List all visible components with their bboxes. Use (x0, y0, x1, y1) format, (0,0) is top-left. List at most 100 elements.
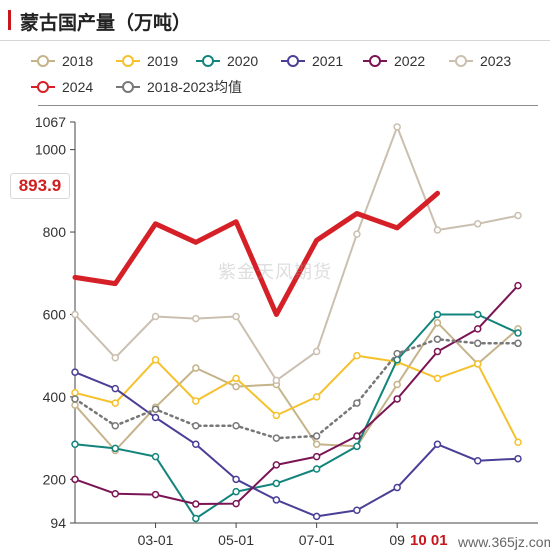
data-point (272, 376, 281, 385)
legend-label: 2020 (227, 53, 259, 69)
data-point (393, 349, 401, 358)
data-point (433, 226, 442, 234)
data-point (473, 325, 482, 333)
series-line-2024 (72, 190, 440, 317)
series-2021 (71, 368, 522, 521)
legend-item[interactable]: 2021 (280, 50, 343, 72)
data-point (272, 434, 281, 442)
legend-item[interactable]: 2019 (115, 50, 178, 72)
data-point (312, 512, 321, 521)
data-point (192, 514, 200, 523)
data-point (312, 465, 321, 473)
legend-item[interactable]: 2023 (448, 50, 511, 72)
y-tick-label: 94 (50, 515, 66, 531)
data-point (353, 506, 361, 514)
data-point (353, 399, 361, 407)
series-2024 (72, 190, 440, 317)
data-point (433, 374, 442, 383)
legend-item[interactable]: 2024 (30, 76, 93, 98)
x-tick-label: 07-01 (299, 532, 335, 548)
data-point (473, 339, 482, 348)
y-tick-label: 200 (43, 471, 67, 487)
data-point (393, 356, 401, 364)
legend-item[interactable]: 2018 (30, 50, 93, 72)
y-tick-label: 800 (43, 224, 67, 240)
data-point (514, 211, 522, 220)
data-point (433, 310, 442, 319)
legend-swatch (449, 55, 473, 67)
site-watermark: www.365jz.com (458, 534, 550, 550)
data-point (393, 123, 401, 131)
data-point (272, 411, 281, 420)
legend-swatch (116, 55, 140, 67)
y-tick-label: 400 (43, 389, 67, 405)
data-point (393, 380, 401, 389)
data-point (71, 440, 79, 449)
x-tick-label: 09 (389, 532, 405, 548)
series-line-2018 (74, 321, 519, 452)
data-point (71, 368, 79, 376)
data-point (312, 347, 321, 356)
data-point (232, 312, 240, 321)
legend-swatch (116, 81, 140, 93)
data-point (71, 389, 79, 397)
data-point (473, 220, 482, 228)
legend-label: 2022 (394, 53, 426, 69)
data-point (111, 444, 120, 453)
data-point (353, 432, 361, 440)
data-point (192, 500, 200, 508)
data-point (473, 310, 482, 319)
series-line-2018-2023-- (73, 337, 520, 440)
series-line-2020 (74, 313, 519, 520)
series-2022 (71, 281, 522, 508)
legend-swatch (31, 55, 55, 67)
legend-item[interactable]: 2020 (195, 50, 258, 72)
legend-label: 2018 (62, 53, 94, 69)
data-point (111, 384, 120, 393)
legend-item[interactable]: 2022 (362, 50, 425, 72)
data-point (192, 421, 200, 430)
data-point (111, 353, 120, 362)
data-point (151, 413, 160, 422)
data-point (272, 479, 281, 488)
plot-top-rule (38, 105, 538, 106)
x-tick-label: 03-01 (138, 532, 174, 548)
series-2018-2023-- (71, 335, 522, 442)
data-point (71, 475, 79, 484)
data-point (71, 401, 79, 409)
latest-value-label: 893.9 (10, 173, 70, 199)
data-point (312, 452, 321, 461)
data-point (192, 440, 200, 449)
data-point (151, 312, 160, 321)
y-tick-label: 600 (43, 306, 67, 322)
x-tick-label: 05-01 (218, 532, 254, 548)
data-point (232, 499, 240, 508)
data-point (111, 489, 120, 498)
y-tick-label: 1067 (35, 114, 66, 130)
data-point (71, 310, 79, 319)
data-point (312, 432, 321, 440)
data-point (433, 318, 442, 327)
data-point (514, 281, 522, 290)
data-point (514, 454, 522, 463)
legend-swatch (196, 55, 220, 67)
corner-mark: 10 01 (410, 532, 448, 549)
data-point (433, 335, 442, 343)
data-point (312, 393, 321, 401)
data-point (353, 442, 361, 451)
series-2020 (71, 310, 522, 523)
data-point (272, 496, 281, 504)
title-divider (0, 40, 550, 41)
data-point (151, 490, 160, 499)
legend-swatch (31, 81, 55, 93)
legend-label: 2024 (62, 79, 94, 95)
legend-swatch (363, 55, 387, 67)
data-point (192, 397, 200, 405)
data-point (433, 347, 442, 356)
data-point (433, 440, 442, 449)
data-point (232, 487, 240, 496)
legend-item[interactable]: 2018-2023均值 (115, 76, 242, 98)
data-point (514, 329, 522, 337)
data-point (393, 395, 401, 403)
